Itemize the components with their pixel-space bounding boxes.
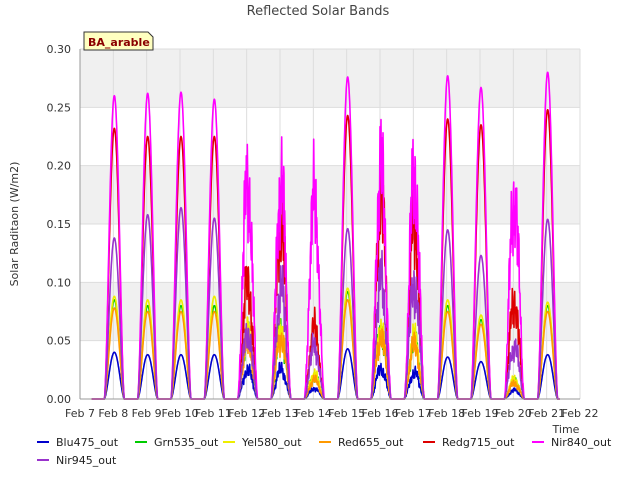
x-tick-label: Feb 18	[428, 407, 465, 420]
x-tick-label: Feb 20	[495, 407, 532, 420]
x-tick-label: Feb 22	[562, 407, 599, 420]
y-tick-label: 0.15	[47, 218, 72, 231]
legend-entry: Blu475_out	[56, 436, 119, 449]
x-tick-label: Feb 14	[295, 407, 332, 420]
legend-entry: Redg715_out	[442, 436, 515, 449]
plot-band	[80, 49, 580, 108]
legend: Blu475_out Grn535_out Yel580_out Red655_out…	[37, 436, 612, 467]
x-tick-label: Feb 7	[65, 407, 95, 420]
plot-band	[80, 165, 580, 224]
site-badge-label: BA_arable	[88, 36, 150, 49]
x-tick-label: Feb 9	[132, 407, 162, 420]
axes	[79, 49, 580, 400]
plot-band	[80, 282, 580, 341]
y-tick-label: 0.30	[47, 43, 72, 56]
x-tick-label: Feb 16	[362, 407, 399, 420]
y-tick-label: 0.25	[47, 101, 72, 114]
chart-title: Reflected Solar Bands	[247, 4, 390, 19]
y-axis-label: Solar Raditaon (W/m2)	[8, 162, 21, 287]
x-axis-label: Time	[552, 423, 580, 436]
x-tick-label: Feb 17	[395, 407, 432, 420]
x-tick-label: Feb 8	[98, 407, 128, 420]
site-badge: BA_arable	[83, 31, 154, 51]
x-tick-label: Feb 13	[262, 407, 299, 420]
legend-entry: Yel580_out	[241, 436, 302, 449]
x-tick-label: Feb 15	[328, 407, 365, 420]
y-tick-label: 0.20	[47, 160, 72, 173]
y-tick-label: 0.00	[47, 393, 72, 406]
x-tick-label: Feb 11	[195, 407, 232, 420]
legend-entry: Grn535_out	[154, 436, 219, 449]
legend-entry: Nir945_out	[56, 454, 117, 467]
y-tick-label: 0.10	[47, 276, 72, 289]
legend-entry: Nir840_out	[551, 436, 612, 449]
x-tick-label: Feb 19	[462, 407, 499, 420]
y-axis-ticks: 0.00 0.05 0.10 0.15 0.20 0.25 0.30	[47, 43, 72, 406]
x-tick-label: Feb 21	[528, 407, 565, 420]
x-tick-label: Feb 12	[228, 407, 265, 420]
x-tick-label: Feb 10	[162, 407, 199, 420]
legend-entry: Red655_out	[338, 436, 404, 449]
y-tick-label: 0.05	[47, 335, 72, 348]
